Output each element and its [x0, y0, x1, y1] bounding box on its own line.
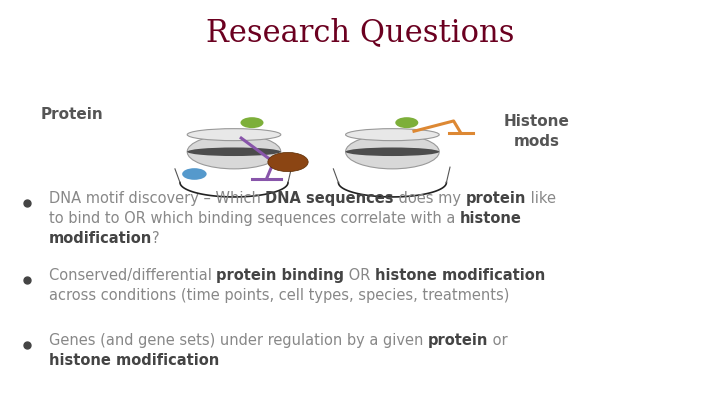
- Ellipse shape: [187, 129, 281, 141]
- Ellipse shape: [346, 129, 439, 141]
- Text: modification: modification: [49, 231, 152, 246]
- Circle shape: [240, 117, 264, 128]
- Circle shape: [395, 117, 418, 128]
- Text: OR: OR: [344, 268, 375, 283]
- Ellipse shape: [346, 147, 439, 156]
- Text: histone modification: histone modification: [49, 353, 219, 368]
- Text: Protein: Protein: [40, 107, 104, 121]
- Ellipse shape: [346, 134, 439, 169]
- Text: DNA motif discovery – Which: DNA motif discovery – Which: [49, 191, 266, 206]
- Text: ?: ?: [152, 231, 160, 246]
- Text: does my: does my: [394, 191, 466, 206]
- Text: across conditions (time points, cell types, species, treatments): across conditions (time points, cell typ…: [49, 288, 509, 303]
- Circle shape: [268, 152, 308, 172]
- Text: DNA sequences: DNA sequences: [266, 191, 394, 206]
- Text: protein binding: protein binding: [217, 268, 344, 283]
- Text: protein: protein: [466, 191, 526, 206]
- Text: protein: protein: [428, 333, 488, 348]
- Text: or: or: [488, 333, 508, 348]
- Text: Research Questions: Research Questions: [206, 17, 514, 48]
- Text: to bind to OR which binding sequences correlate with a: to bind to OR which binding sequences co…: [49, 211, 460, 226]
- Text: like: like: [526, 191, 556, 206]
- Text: histone modification: histone modification: [375, 268, 546, 283]
- Ellipse shape: [187, 134, 281, 169]
- Text: Histone
mods: Histone mods: [503, 114, 570, 149]
- Ellipse shape: [187, 147, 281, 156]
- Text: histone: histone: [460, 211, 522, 226]
- Circle shape: [182, 168, 207, 180]
- Text: Conserved/differential: Conserved/differential: [49, 268, 217, 283]
- Text: Genes (and gene sets) under regulation by a given: Genes (and gene sets) under regulation b…: [49, 333, 428, 348]
